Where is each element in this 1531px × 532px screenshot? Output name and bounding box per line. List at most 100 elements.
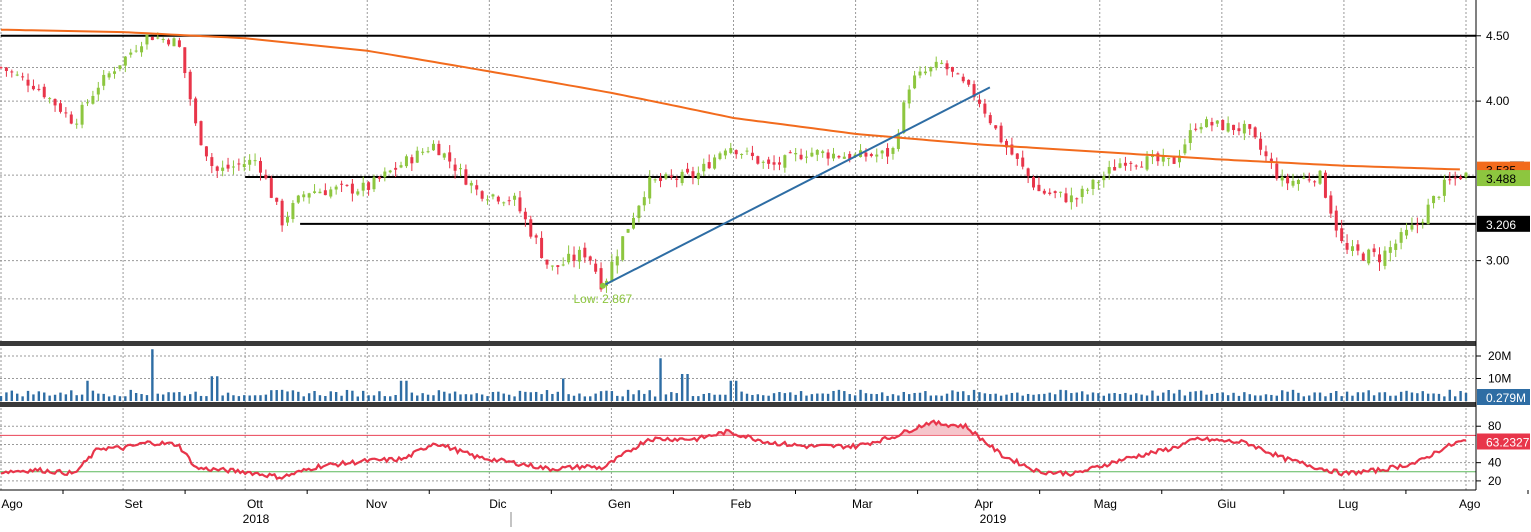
volume-bar: [1275, 395, 1278, 401]
volume-bar: [556, 391, 560, 401]
volume-bar: [880, 392, 884, 401]
candle-body: [999, 125, 1003, 143]
candle-body: [729, 148, 733, 153]
candle-body: [572, 254, 576, 261]
candle-body: [161, 39, 165, 41]
volume-bar: [648, 390, 651, 401]
candle-body: [783, 155, 787, 168]
volume-bar: [1199, 390, 1203, 401]
volume-bar: [1367, 390, 1370, 401]
volume-bar: [637, 390, 641, 401]
candle-body: [1237, 128, 1241, 132]
candle-body: [788, 152, 792, 154]
candle-body: [448, 152, 452, 162]
candle-body: [1437, 196, 1441, 198]
volume-bar: [983, 393, 987, 401]
volume-bar: [1421, 391, 1424, 401]
volume-bar: [1053, 394, 1057, 401]
volume-bar: [529, 392, 532, 401]
candle-body: [1372, 248, 1376, 253]
candle-body: [1345, 243, 1349, 250]
volume-bar: [1405, 390, 1408, 401]
volume-bar: [799, 391, 803, 401]
candle-body: [707, 162, 711, 169]
volume-bar: [502, 393, 505, 401]
candle-body: [15, 74, 19, 76]
candle-body: [453, 164, 457, 171]
volume-bar: [464, 394, 468, 401]
candle-body: [37, 88, 41, 90]
candle-body: [302, 194, 306, 198]
month-label: Ott: [247, 497, 264, 511]
candle-body: [1177, 155, 1181, 163]
candle-body: [1448, 179, 1452, 181]
volume-bar: [259, 395, 262, 401]
candle-body: [507, 200, 511, 202]
candle-body: [1194, 128, 1198, 130]
volume-bar: [178, 392, 181, 401]
volume-bar: [80, 394, 84, 401]
volume-bar: [1372, 395, 1376, 401]
volume-bar: [1189, 391, 1192, 401]
volume-bar: [783, 393, 787, 401]
candle-body: [1415, 224, 1419, 226]
candle-body: [1350, 246, 1354, 252]
candle-body: [1042, 190, 1046, 194]
candle-body: [367, 182, 371, 190]
volume-bar: [1237, 395, 1241, 401]
volume-bar: [599, 391, 603, 401]
candle-body: [767, 159, 771, 164]
candle-body: [696, 172, 700, 180]
candle-body: [21, 76, 25, 78]
volume-bar: [286, 391, 289, 401]
candle-body: [1453, 177, 1457, 179]
candle-body: [691, 171, 695, 178]
volume-bar: [32, 394, 35, 401]
candle-body: [123, 56, 127, 66]
volume-bar: [610, 391, 614, 401]
last-price-tag-bg: [1477, 170, 1530, 187]
volume-bar: [735, 380, 738, 401]
volume-bar: [189, 394, 192, 401]
volume-bar: [718, 394, 722, 401]
candle-body: [994, 125, 998, 129]
month-label: Giu: [1217, 497, 1236, 511]
volume-bar: [340, 395, 343, 401]
volume-bar: [470, 394, 473, 401]
candle-body: [913, 75, 917, 89]
candle-body: [140, 46, 144, 53]
candle-body: [383, 171, 387, 178]
candle-body: [1091, 179, 1095, 189]
candle-body: [745, 150, 749, 152]
year-label: 2019: [980, 512, 1007, 526]
candle-body: [156, 37, 160, 39]
volume-bar: [302, 396, 305, 401]
volume-bar: [491, 391, 495, 401]
candle-body: [442, 153, 446, 158]
volume-bar: [1194, 391, 1197, 401]
volume-last-tag-bg: [1477, 389, 1530, 405]
volume-bar: [1416, 393, 1419, 401]
volume-bar: [562, 378, 565, 401]
volume-bar: [1291, 389, 1295, 401]
candle-body: [1048, 192, 1052, 195]
candle-body: [85, 102, 89, 104]
volume-bar: [86, 380, 89, 401]
volume-bar: [1064, 390, 1068, 401]
candle-body: [334, 186, 338, 190]
candle-body: [988, 115, 992, 124]
volume-bar: [59, 392, 62, 401]
candle-body: [821, 151, 825, 154]
volume-bar: [486, 396, 489, 401]
volume-bar: [616, 395, 619, 401]
volume-bar: [1389, 395, 1392, 401]
candle-body: [523, 211, 527, 220]
candle-body: [399, 165, 403, 168]
candle-body: [394, 167, 398, 170]
candle-body: [1129, 162, 1133, 164]
volume-bar: [264, 394, 268, 401]
candle-body: [777, 162, 781, 165]
candle-body: [253, 160, 257, 162]
candle-body: [891, 148, 895, 154]
volume-bar: [1270, 394, 1273, 401]
